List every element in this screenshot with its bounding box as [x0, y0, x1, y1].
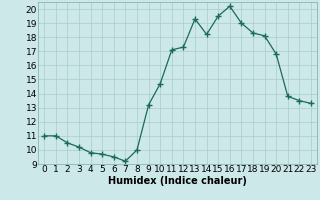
X-axis label: Humidex (Indice chaleur): Humidex (Indice chaleur): [108, 176, 247, 186]
